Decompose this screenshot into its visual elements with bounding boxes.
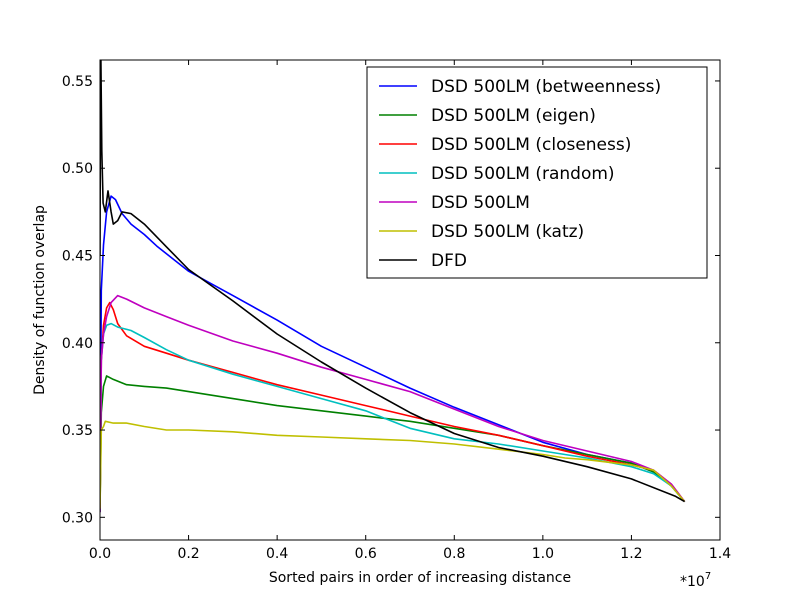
x-tick-label: 1.2	[620, 546, 642, 562]
y-tick-label: 0.45	[62, 248, 93, 264]
x-tick-label: 0.0	[89, 546, 111, 562]
legend: DSD 500LM (betweenness) DSD 500LM (eigen)…	[366, 66, 708, 279]
plot-area-frame	[99, 59, 721, 541]
y-tick-label: 0.40	[62, 336, 93, 352]
series-line-5	[100, 420, 686, 509]
x-tick-label: 0.2	[177, 546, 199, 562]
legend-box	[366, 66, 708, 279]
series-line-6	[100, 60, 686, 503]
x-tick-label: 1.4	[709, 546, 731, 562]
x-tick-label: 0.8	[443, 546, 465, 562]
x-axis-multiplier: *107	[680, 571, 711, 590]
x-axis-multiplier-exponent: 7	[705, 571, 711, 582]
x-axis-label: Sorted pairs in order of increasing dist…	[269, 570, 571, 586]
x-tick-label: 0.4	[266, 546, 288, 562]
legend-entry-label: DFD	[431, 251, 467, 271]
series-layer	[100, 60, 686, 513]
legend-entry-label: DSD 500LM (closeness)	[431, 135, 631, 155]
series-line-3	[100, 322, 686, 513]
legend-entry-label: DSD 500LM	[431, 193, 530, 213]
legend-entry-label: DSD 500LM (katz)	[431, 222, 584, 242]
x-tick-label: 0.6	[355, 546, 377, 562]
y-tick-label: 0.55	[62, 74, 93, 90]
legend-entry-label: DSD 500LM (random)	[431, 164, 615, 184]
y-tick-label: 0.35	[62, 423, 93, 439]
x-axis-multiplier-base: *10	[680, 574, 705, 590]
x-tick-label: 1.0	[532, 546, 554, 562]
legend-entry-label: DSD 500LM (betweenness)	[431, 77, 661, 97]
legend-entry-label: DSD 500LM (eigen)	[431, 106, 596, 126]
series-line-4	[100, 294, 686, 513]
series-line-2	[100, 301, 686, 513]
y-tick-label: 0.50	[62, 161, 93, 177]
axis-ticks: 0.0 0.2 0.4 0.6 0.8 1.0 1.2 1.4 0.30 0.35 0.40 0.45…	[62, 60, 731, 562]
y-axis-label: Density of function overlap	[32, 205, 48, 395]
series-line-1	[100, 375, 686, 509]
y-tick-label: 0.30	[62, 510, 93, 526]
